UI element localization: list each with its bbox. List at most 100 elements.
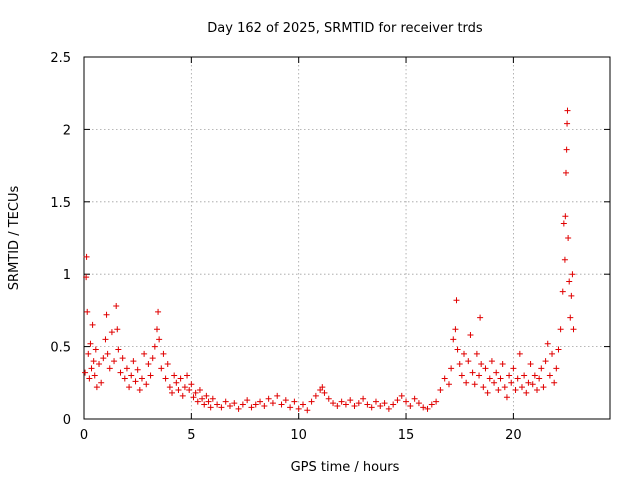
data-point — [445, 381, 452, 388]
data-point — [181, 384, 188, 391]
data-point — [495, 387, 502, 394]
y-tick-label: 0 — [63, 413, 71, 428]
data-point — [100, 355, 107, 362]
data-point — [569, 271, 576, 278]
data-point — [564, 120, 571, 127]
data-point — [84, 308, 91, 315]
data-point — [501, 384, 508, 391]
data-point — [555, 346, 562, 353]
data-point — [420, 404, 427, 411]
data-point — [138, 375, 145, 382]
data-point — [390, 401, 397, 408]
data-point — [385, 405, 392, 412]
data-point — [319, 384, 326, 391]
x-tick-label: 0 — [80, 428, 88, 443]
data-point — [214, 401, 221, 408]
data-point — [244, 397, 251, 404]
data-points — [82, 107, 577, 414]
data-point — [304, 407, 311, 414]
data-point — [88, 365, 95, 372]
data-point — [325, 395, 332, 402]
data-point — [570, 326, 577, 333]
data-point — [411, 395, 418, 402]
data-point — [534, 387, 541, 394]
data-point — [115, 346, 122, 353]
data-point — [506, 372, 513, 379]
data-point — [529, 381, 536, 388]
data-point — [557, 326, 564, 333]
data-point — [510, 365, 517, 372]
data-point — [453, 297, 460, 304]
data-point — [274, 392, 281, 399]
data-point — [560, 220, 567, 227]
y-tick-label: 2.5 — [50, 51, 71, 66]
data-point — [564, 107, 571, 114]
data-point — [141, 350, 148, 357]
data-point — [169, 389, 176, 396]
data-point — [497, 375, 504, 382]
data-point — [106, 365, 113, 372]
data-point — [538, 365, 545, 372]
data-point — [92, 346, 99, 353]
data-point — [231, 400, 238, 407]
data-point — [437, 387, 444, 394]
y-tick-label: 2 — [63, 123, 71, 138]
data-point — [549, 350, 556, 357]
x-tick-label: 20 — [505, 428, 522, 443]
data-point — [184, 372, 191, 379]
data-point — [177, 375, 184, 382]
data-point — [209, 395, 216, 402]
data-point — [162, 375, 169, 382]
data-point — [239, 401, 246, 408]
plot-frame — [83, 56, 611, 420]
data-point — [192, 389, 199, 396]
data-point — [381, 400, 388, 407]
data-point — [407, 402, 414, 409]
data-point — [508, 379, 515, 386]
data-point — [130, 358, 137, 365]
data-point — [82, 369, 89, 376]
data-point — [218, 404, 225, 411]
data-point — [531, 372, 538, 379]
data-point — [403, 398, 410, 405]
data-point — [201, 401, 208, 408]
data-point — [521, 372, 528, 379]
data-point — [394, 397, 401, 404]
data-point — [114, 326, 121, 333]
y-tick-label: 0.5 — [50, 341, 71, 356]
data-point — [565, 235, 572, 241]
data-point — [448, 365, 455, 372]
y-axis-label: SRMTID / TECUs — [7, 186, 22, 291]
data-point — [126, 384, 133, 391]
data-point — [205, 398, 212, 405]
data-point — [499, 360, 506, 367]
data-point — [536, 375, 543, 382]
data-point — [188, 381, 195, 388]
x-axis-label: GPS time / hours — [291, 460, 400, 475]
data-point — [278, 401, 285, 408]
data-point — [149, 355, 156, 362]
data-point — [196, 387, 203, 394]
data-point — [463, 379, 470, 386]
data-point — [108, 329, 115, 336]
data-point — [540, 384, 547, 391]
data-point — [330, 400, 337, 407]
data-point — [567, 314, 574, 321]
data-point — [559, 288, 566, 295]
data-point — [160, 350, 167, 357]
data-point — [222, 398, 229, 405]
data-point — [377, 402, 384, 409]
data-point — [428, 401, 435, 408]
y-tick-labels: 0 0.5 1 1.5 2 2.5 — [50, 51, 71, 428]
data-point — [248, 404, 255, 411]
data-point — [166, 384, 173, 391]
data-point — [544, 340, 551, 347]
data-point — [514, 375, 521, 382]
data-point — [364, 401, 371, 408]
data-point — [465, 358, 472, 365]
data-point — [546, 372, 553, 379]
data-point — [338, 398, 345, 405]
data-point — [458, 372, 465, 379]
data-point — [551, 379, 558, 386]
